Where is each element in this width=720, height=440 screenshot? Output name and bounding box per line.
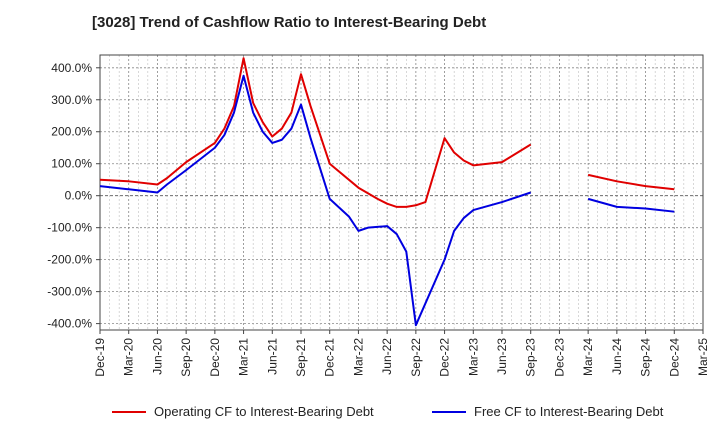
series-operating-cf-segment-2 [587,173,675,191]
y-tick-label: 400.0% [51,61,92,75]
x-tick-label: Mar-21 [237,338,251,376]
x-tick-label: Sep-22 [409,338,423,377]
series-operating-cf-segment-1 [99,57,532,208]
x-tick-label: Jun-24 [610,338,624,375]
x-tick-label: Jun-22 [380,338,394,375]
y-axis-ticks: 400.0% 300.0% 200.0% 100.0% 0.0% -100.0% -200.… [47,61,100,331]
x-tick-label: Mar-22 [351,338,365,376]
y-tick-label: -200.0% [47,253,92,267]
series-lines [99,57,675,327]
x-axis-ticks: Dec-19 Mar-20 Jun-20 Sep-20 Dec-20 Mar-21 Jun-… [93,330,710,377]
x-tick-label: Sep-23 [524,338,538,377]
x-tick-label: Dec-20 [208,338,222,377]
plot-area-frame [99,54,704,331]
y-tick-label: -300.0% [47,285,92,299]
y-tick-label: 0.0% [65,189,93,203]
chart-title: [3028] Trend of Cashflow Ratio to Intere… [92,14,487,31]
x-tick-label: Jun-23 [495,338,509,375]
y-tick-label: 100.0% [51,157,92,171]
x-tick-label: Dec-22 [438,338,452,377]
legend-swatch-operating-cf [112,410,146,413]
legend-label-operating-cf: Operating CF to Interest-Bearing Debt [154,404,374,419]
x-tick-label: Jun-21 [265,338,279,375]
y-tick-label: -400.0% [47,317,92,331]
legend-item-free-cf: Free CF to Interest-Bearing Debt [432,404,663,419]
series-free-cf-segment-2 [587,197,675,213]
x-tick-label: Mar-23 [466,338,480,376]
series-free-cf-segment-1 [99,74,532,327]
x-tick-label: Jun-20 [150,338,164,375]
y-tick-label: -100.0% [47,221,92,235]
x-tick-label: Mar-20 [122,338,136,376]
x-tick-label: Dec-21 [323,338,337,377]
x-tick-label: Mar-24 [581,338,595,376]
legend-swatch-free-cf [432,410,466,413]
x-tick-label: Mar-25 [696,338,710,376]
x-tick-label: Sep-21 [294,338,308,377]
y-tick-label: 200.0% [51,125,92,139]
x-tick-label: Sep-20 [179,338,193,377]
x-tick-label: Dec-24 [667,338,681,377]
x-tick-label: Dec-23 [552,338,566,377]
legend-label-free-cf: Free CF to Interest-Bearing Debt [474,404,664,419]
legend-item-operating-cf: Operating CF to Interest-Bearing Debt [112,404,374,419]
chart-canvas: 400.0% 300.0% 200.0% 100.0% 0.0% -100.0% -200.… [47,54,710,377]
legend: Operating CF to Interest-Bearing Debt Fr… [0,404,720,426]
x-tick-label: Dec-19 [93,338,107,377]
y-tick-label: 300.0% [51,93,92,107]
x-tick-label: Sep-24 [639,338,653,377]
grid-lines [100,55,703,330]
